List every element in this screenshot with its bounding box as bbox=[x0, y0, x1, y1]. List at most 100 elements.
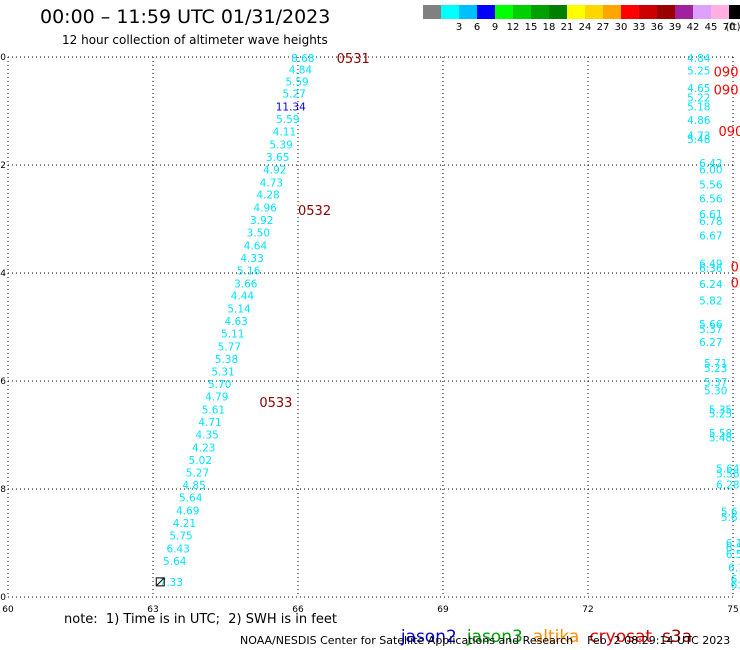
swh-value-label: 4.92 bbox=[263, 164, 286, 176]
swh-value-label: 5.64 bbox=[163, 556, 187, 568]
swh-value-label: 4.85 bbox=[182, 480, 205, 492]
colorbar-tick-label: 6 bbox=[474, 22, 480, 33]
swh-value-label: 5.37 bbox=[699, 324, 722, 336]
time-label: 090 bbox=[714, 83, 739, 98]
x-tick-label: 66 bbox=[292, 605, 304, 615]
colorbar-bin bbox=[495, 5, 513, 19]
legend-cryosat: cryosat bbox=[589, 627, 653, 647]
colorbar-tick-label: 9 bbox=[492, 22, 498, 33]
swh-value-label: 6.61 bbox=[699, 209, 722, 221]
note-text: note: 1) Time is in UTC; 2) SWH is in fe… bbox=[64, 612, 337, 627]
swh-value-label: 4.84 bbox=[289, 64, 313, 76]
swh-value-label: 8.68 bbox=[291, 53, 314, 65]
swh-value-label: 5.11 bbox=[221, 328, 244, 340]
x-tick-label: 75 bbox=[727, 605, 738, 615]
colorbar-bin bbox=[585, 5, 603, 19]
swh-value-label: 5.39 bbox=[269, 139, 292, 151]
swh-value-label: 5.27 bbox=[186, 467, 209, 479]
legend-altika: altika bbox=[532, 627, 580, 647]
swh-value-label: 5.22 bbox=[687, 93, 710, 105]
swh-value-label: 5.59 bbox=[276, 114, 299, 126]
legend-s3a: s3a bbox=[662, 627, 693, 647]
swh-value-label: 5.31 bbox=[211, 366, 234, 378]
time-label: 0533 bbox=[259, 396, 292, 411]
swh-value-label: 4.23 bbox=[192, 442, 215, 454]
time-label: 0 bbox=[731, 261, 739, 276]
swh-value-label: 6.49 bbox=[699, 258, 722, 270]
swh-value-label: 4.28 bbox=[256, 190, 279, 202]
swh-value-label: 5.6 bbox=[721, 507, 738, 519]
swh-value-label: 4.21 bbox=[173, 518, 196, 530]
swh-value-label: 4.73 bbox=[260, 177, 283, 189]
swh-value-label: 4.84 bbox=[687, 53, 711, 65]
y-tick-label: -20 bbox=[0, 593, 6, 603]
swh-value-label: 5.37 bbox=[704, 377, 727, 389]
swh-value-label: 5.64 bbox=[716, 463, 740, 475]
swh-value-label: 6.27 bbox=[699, 337, 722, 349]
time-label: 090 bbox=[714, 66, 739, 81]
colorbar-tick-label: 45 bbox=[705, 22, 718, 33]
colorbar-unit: (ft) bbox=[725, 22, 740, 33]
colorbar-bin bbox=[639, 5, 657, 19]
y-tick-label: -14 bbox=[0, 269, 6, 279]
swh-value-label: 5.58 bbox=[709, 428, 732, 440]
swh-value-label: 7.33 bbox=[160, 577, 183, 589]
swh-value-label: 6.42 bbox=[699, 158, 722, 170]
colorbar-bin bbox=[693, 5, 711, 19]
swh-value-label: 5.48 bbox=[687, 134, 710, 146]
swh-value-label: 5.27 bbox=[282, 89, 305, 101]
swh-value-label: 5.70 bbox=[208, 379, 231, 391]
swh-value-label: 6.5 bbox=[726, 549, 740, 561]
swh-value-label: 5.18 bbox=[687, 102, 710, 114]
swh-value-label: 6.36 bbox=[699, 263, 723, 275]
y-tick-label: -16 bbox=[0, 377, 6, 387]
swh-value-label: 4.86 bbox=[687, 115, 711, 127]
swh-value-label: 5.38 bbox=[215, 354, 238, 366]
colorbar-tick-label: 15 bbox=[525, 22, 538, 33]
swh-value-label: 6.5 bbox=[726, 542, 740, 554]
swh-value-label: 4.73 bbox=[687, 130, 710, 142]
swh-value-label: 5.59 bbox=[285, 76, 308, 88]
swh-value-label: 3.50 bbox=[247, 228, 270, 240]
y-tick-label: -18 bbox=[0, 485, 6, 495]
colorbar-tick-label: 21 bbox=[561, 22, 574, 33]
swh-value-label: 4.69 bbox=[176, 506, 199, 518]
swh-value-label: 4.96 bbox=[253, 203, 277, 215]
swh-value-label: 4.35 bbox=[195, 429, 218, 441]
colorbar-bin bbox=[603, 5, 621, 19]
swh-value-label: 5.82 bbox=[699, 296, 722, 308]
swh-value-label: 4.44 bbox=[231, 291, 255, 303]
colorbar-tick-label: 12 bbox=[507, 22, 520, 33]
swh-value-label: 6.1 bbox=[728, 562, 740, 574]
swh-value-label: 4.63 bbox=[224, 316, 247, 328]
swh-value-label: 4.64 bbox=[244, 240, 268, 252]
swh-value-label: 5.56 bbox=[699, 179, 723, 191]
swh-value-label: 5.35 bbox=[709, 405, 732, 417]
swh-value-label: 6.67 bbox=[699, 231, 722, 243]
colorbar-bin bbox=[711, 5, 729, 19]
swh-value-label: 4.79 bbox=[205, 392, 228, 404]
swh-value-label: 6.00 bbox=[699, 164, 722, 176]
time-label: 0531 bbox=[337, 52, 370, 67]
swh-value-label: 5.56 bbox=[716, 468, 740, 480]
swh-value-label: 4.65 bbox=[687, 83, 710, 95]
x-tick-label: 72 bbox=[582, 605, 593, 615]
swh-value-label: 4.11 bbox=[273, 127, 296, 139]
swh-value-label: 6.5 bbox=[731, 574, 740, 586]
swh-value-label: 5.66 bbox=[699, 319, 723, 331]
y-tick-label: -12 bbox=[0, 161, 6, 171]
swh-value-label: 5.48 bbox=[709, 433, 732, 445]
colorbar-bin bbox=[567, 5, 585, 19]
credit-line: NOAA/NESDIS Center for Satellite Applica… bbox=[240, 634, 731, 647]
colorbar-bin bbox=[729, 5, 740, 19]
swh-value-label: 6.24 bbox=[699, 279, 723, 291]
colorbar: 3 6 9 12 15 18 21 24 27 30 33 36 39 42 45 70(ft) bbox=[423, 5, 740, 33]
colorbar-bin bbox=[531, 5, 549, 19]
swh-value-label: 6.78 bbox=[699, 216, 722, 228]
swh-value-label: 6.43 bbox=[166, 543, 189, 555]
swh-value-label: 5.25 bbox=[709, 408, 732, 420]
colorbar-tick-label: 18 bbox=[543, 22, 556, 33]
x-tick-label: 63 bbox=[147, 605, 158, 615]
time-label: 0532 bbox=[298, 204, 331, 219]
